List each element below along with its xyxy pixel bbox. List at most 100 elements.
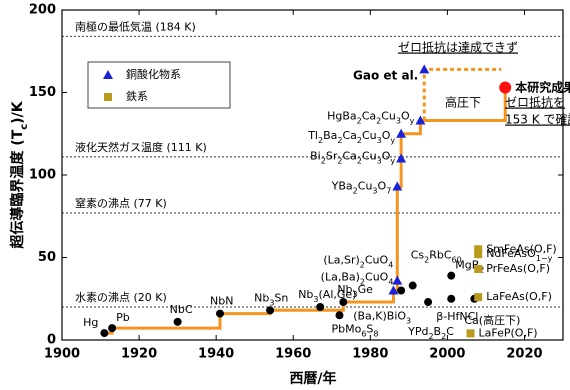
data-point (474, 293, 483, 302)
label-part: Cu (381, 110, 396, 123)
point-label: SmFeAs(O,F) (486, 242, 557, 255)
data-point (474, 245, 483, 254)
point-label: Cs2RbC60 (411, 249, 462, 265)
label-part: HgBa (327, 110, 357, 123)
data-point (415, 115, 426, 125)
point-label: HgBa2Ca2Cu3Oy (327, 110, 415, 126)
point-label: Nb3(Al,Ge) (298, 288, 356, 304)
label-part: Ca (362, 110, 376, 123)
annotation: ゼロ抵抗を (505, 95, 565, 110)
label-part: 2 (376, 117, 381, 126)
label-part: 2 (357, 117, 362, 126)
label-part: Nb (337, 283, 352, 296)
point-label: β-HfNCl (436, 310, 478, 323)
label-part: 60 (452, 256, 462, 265)
legend-label: 銅酸化物系 (126, 67, 181, 81)
label-part: 4 (388, 278, 393, 287)
label-part: 7 (386, 187, 391, 196)
data-point (397, 286, 406, 295)
reference-label: 水素の沸点 (20 K) (75, 291, 167, 304)
label-part: NbC (170, 303, 193, 316)
x-tick-label: 2020 (506, 347, 542, 362)
label-part: O (382, 129, 391, 142)
label-part: )/K (10, 100, 26, 124)
label-part: 3 (377, 157, 382, 166)
reference-label: 窒素の沸点 (77 K) (75, 196, 167, 210)
label-part: Sr (326, 150, 338, 163)
y-tick-label: 50 (38, 250, 56, 265)
label-part: 4 (388, 261, 393, 270)
point-label: NbC (170, 303, 193, 316)
label-part: 2 (441, 332, 446, 341)
label-part: NdFeAsO (486, 247, 536, 260)
label-part: S (366, 322, 373, 335)
x-tick-label: 2000 (429, 347, 465, 362)
label-part: MgB (455, 259, 479, 272)
data-point (173, 317, 182, 326)
label-part: 2 (428, 332, 433, 341)
label-part: 3 (377, 136, 382, 145)
point-label: Nb3Ge (337, 283, 373, 299)
y-axis-label: 超伝導臨界温度 (Tc)/K (9, 100, 30, 249)
label-part: NbN (210, 295, 233, 308)
x-tick-label: 1960 (275, 347, 311, 362)
label-part: 1−y (536, 254, 553, 263)
reference-label: 液化天然ガス温度 (111 K) (75, 140, 207, 154)
x-tick-label: 1940 (198, 347, 234, 362)
label-part: Ca (342, 129, 356, 142)
label-part: LaFeAs(O,F) (486, 290, 552, 303)
label-part: Sn (274, 291, 288, 304)
y-tick-label: 150 (29, 85, 56, 100)
point-label: LaFeP(O,F) (479, 326, 538, 339)
point-label: (Ba,K)BiO3 (353, 310, 411, 326)
label-part: Cu (362, 150, 377, 163)
x-tick-label: 1980 (352, 347, 388, 362)
label-part: c (19, 124, 30, 130)
annotation: 高圧下 (445, 95, 481, 110)
y-tick-label: 100 (29, 168, 56, 183)
point-label: PrFeAs(O,F) (486, 262, 550, 275)
data-point (396, 128, 407, 138)
label-part: Tl (307, 129, 318, 142)
label-part: 本研究成果 (515, 79, 570, 94)
x-tick-label: 1920 (121, 347, 157, 362)
point-label: Pb (116, 311, 130, 324)
point-label: LaFeAs(O,F) (486, 290, 552, 303)
label-part: CuO (365, 254, 389, 267)
data-point (424, 298, 433, 307)
label-part: (La,Ba) (321, 271, 360, 284)
data-point (474, 250, 483, 259)
annotation: ゼロ抵抗は達成できず (398, 40, 518, 55)
label-part: (Ba,K)BiO (353, 310, 406, 323)
label-part: 3 (396, 117, 401, 126)
point-label: (La,Ba)2CuO4 (321, 271, 394, 287)
label-part: y (390, 157, 395, 166)
data-point (466, 329, 475, 338)
label-part: Gao et al. (353, 68, 418, 82)
point-label: PbMo6S8 (331, 322, 378, 338)
data-point (408, 281, 417, 290)
data-point (388, 285, 399, 295)
point-label: Hg (83, 316, 98, 329)
label-part: Nb (298, 288, 313, 301)
point-label: Nb3Sn (254, 291, 288, 307)
label-part: Nb (254, 291, 269, 304)
label-part: Ca (342, 150, 356, 163)
label-part: β-HfNCl (436, 310, 478, 323)
label-part: Bi (310, 150, 321, 163)
x-axis-label: 西暦/年 (289, 370, 336, 387)
point-label: Gao et al. (353, 68, 418, 82)
data-point (100, 329, 109, 338)
label-part: 2 (337, 157, 342, 166)
label-part: O (378, 180, 387, 193)
data-point (396, 153, 407, 163)
label-part: 8 (373, 329, 378, 338)
label-part: 2 (357, 157, 362, 166)
label-part: RbC (429, 249, 452, 262)
legend-marker (104, 93, 112, 101)
label-part: Cu (362, 129, 377, 142)
label-part: PrFeAs(O,F) (486, 262, 550, 275)
label-part: Hg (83, 316, 98, 329)
label-part: (La,Sr) (323, 254, 359, 267)
